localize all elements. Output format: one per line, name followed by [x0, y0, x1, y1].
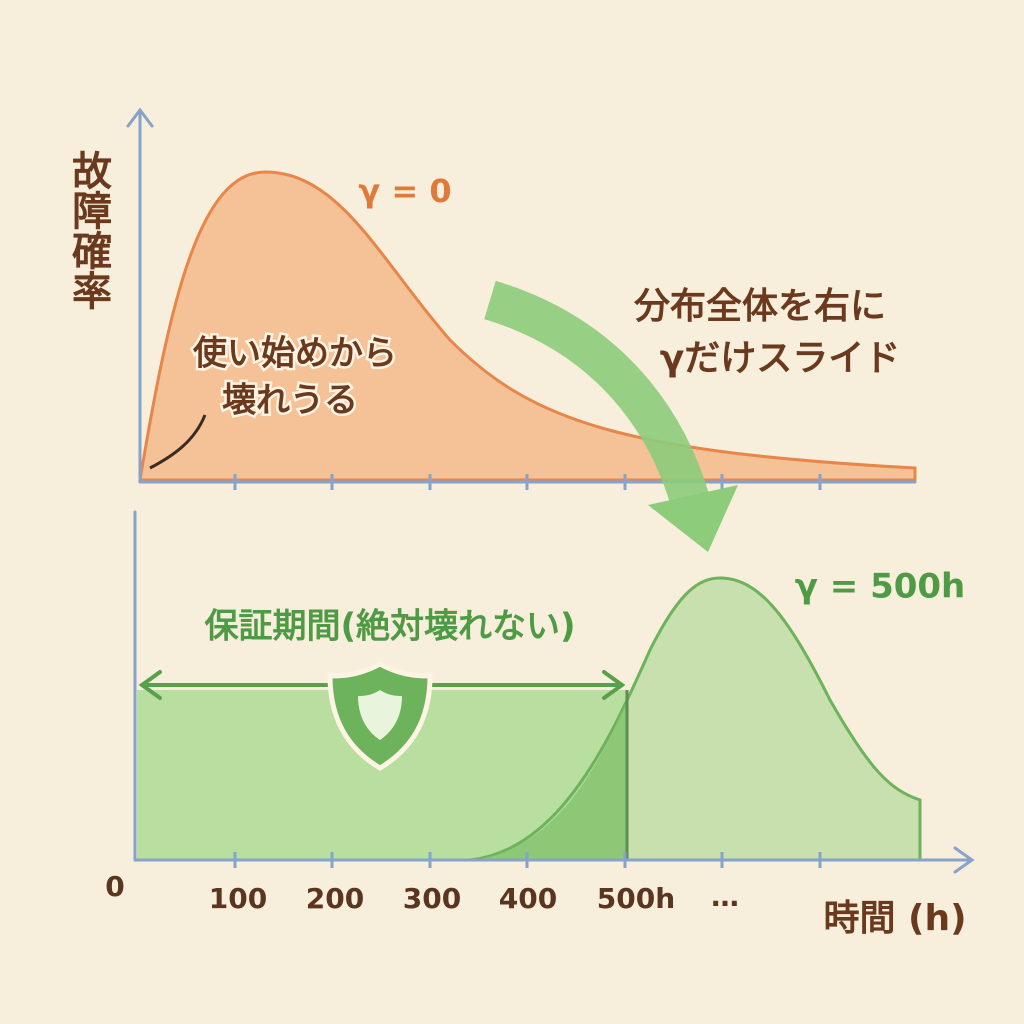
annotation-line: 壊れうる: [222, 381, 358, 421]
green-tail-in-warranty: [470, 700, 627, 860]
x-tick-label: 400: [499, 882, 557, 915]
annotation-pointer: [149, 414, 207, 470]
shift-arrow: [484, 280, 710, 506]
x-tick-label: 300: [403, 882, 461, 915]
top-y-axis: [126, 107, 154, 484]
x-tick-label: 500h: [597, 882, 675, 915]
arrow-label-line: γだけスライド: [660, 338, 901, 379]
top-ticks: [233, 474, 822, 490]
bottom-ticks: [233, 852, 822, 868]
shift-arrowhead: [648, 485, 738, 552]
bottom-x-axis: [133, 846, 975, 874]
x-tick-label: 100: [209, 882, 267, 915]
shield-icon: [327, 661, 433, 771]
annotation-line: 使い始めから: [192, 334, 397, 374]
green-curve-label: γ = 500h: [795, 567, 966, 607]
y-axis-label: 故障確率: [65, 150, 112, 310]
orange-curve-label: γ = 0: [358, 172, 451, 210]
arrow-label-line: 分布全体を右に: [633, 286, 886, 327]
origin-label: 0: [105, 870, 124, 903]
x-tick-label: 200: [306, 882, 364, 915]
warranty-label: 保証期間(絶対壊れない): [204, 607, 575, 647]
x-axis-label: 時間 (h): [823, 898, 966, 939]
x-tick-label: …: [711, 880, 739, 913]
